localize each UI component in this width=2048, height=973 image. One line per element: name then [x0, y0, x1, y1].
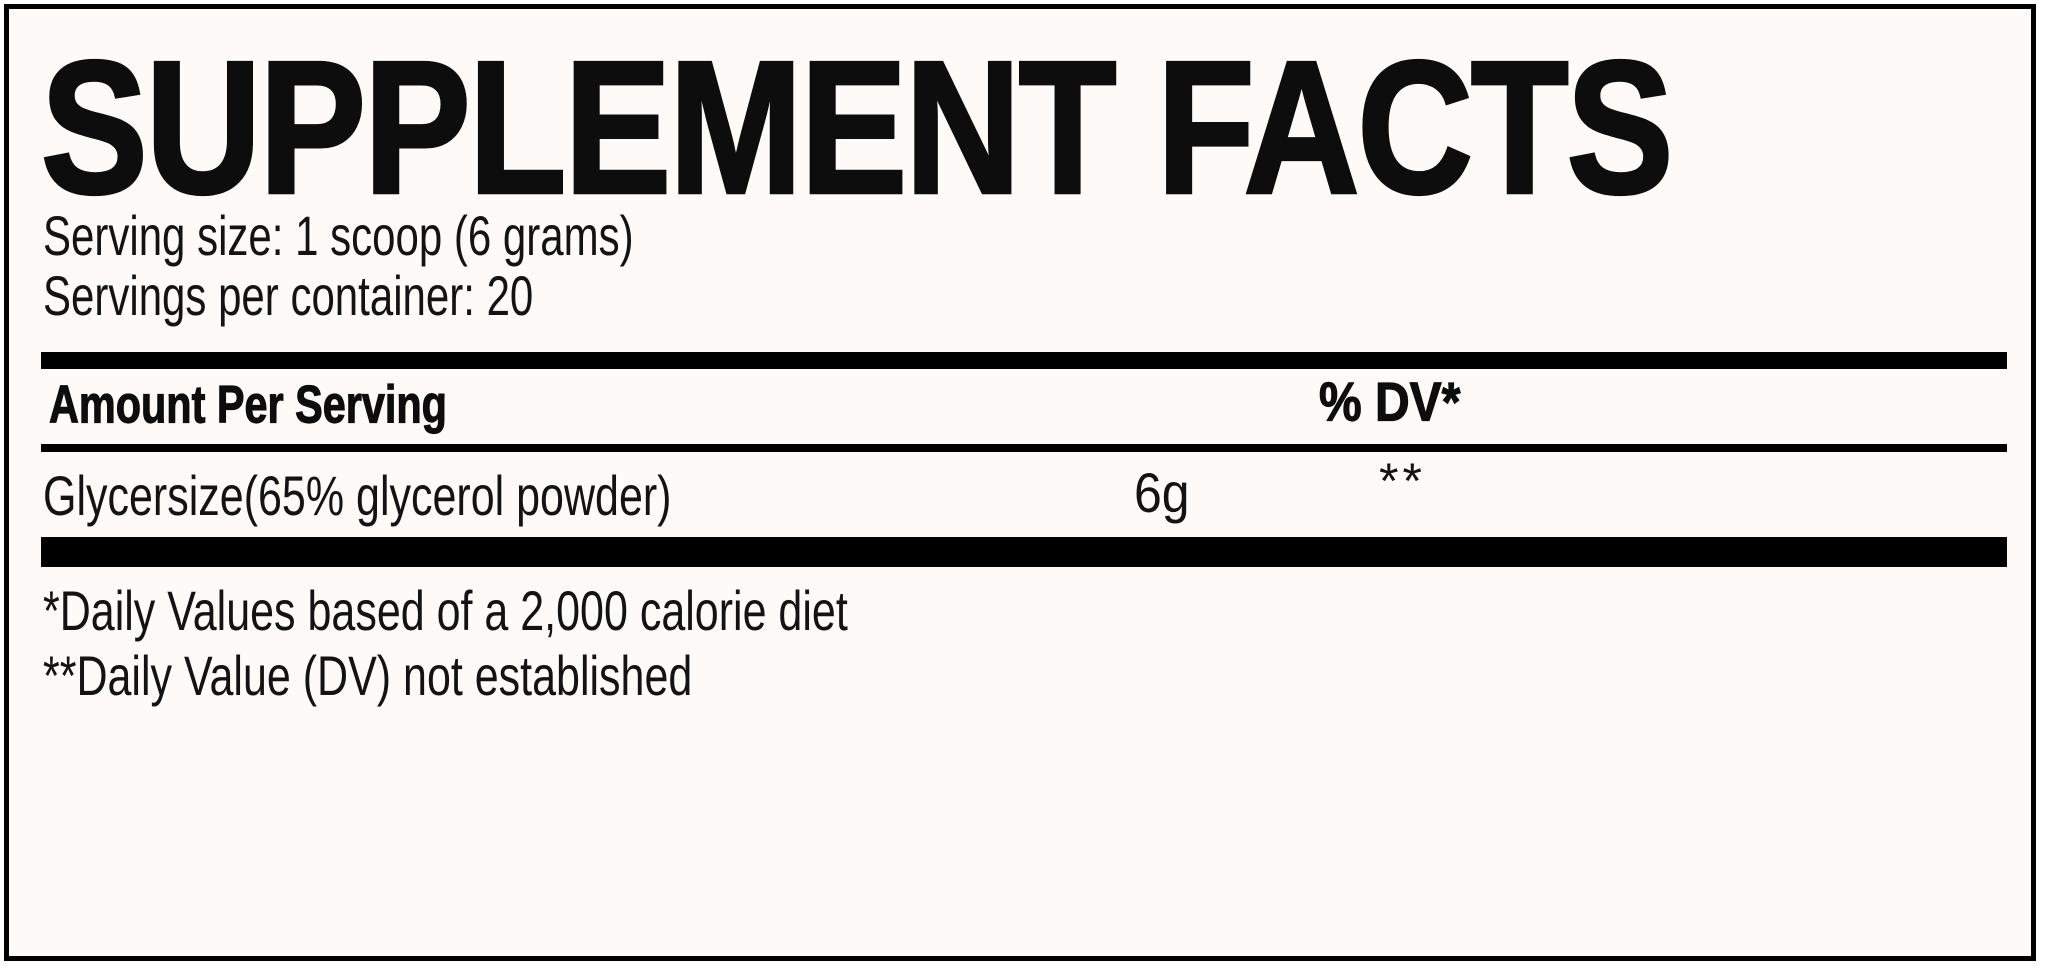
supplement-facts-panel: SUPPLEMENT FACTS Serving size: 1 scoop (… — [4, 4, 2036, 961]
servings-per-container-text: Servings per container: 20 — [43, 264, 534, 328]
daily-value-header: % DV* — [1318, 372, 1461, 434]
divider-medium — [41, 444, 2007, 452]
page-title: SUPPLEMENT FACTS — [40, 21, 1675, 233]
ingredient-amount: 6g — [1134, 461, 1190, 525]
footnote-daily-values: *Daily Values based of a 2,000 calorie d… — [43, 579, 848, 643]
amount-per-serving-header: Amount Per Serving — [49, 374, 448, 434]
divider-thick-bottom — [41, 537, 2007, 567]
serving-size-text: Serving size: 1 scoop (6 grams) — [43, 204, 634, 268]
footnote-dv-not-established: **Daily Value (DV) not established — [43, 644, 693, 708]
divider-thick-top — [41, 352, 2007, 369]
supplement-facts-content: SUPPLEMENT FACTS Serving size: 1 scoop (… — [39, 9, 2007, 956]
ingredient-name: Glycersize(65% glycerol powder) — [43, 464, 672, 528]
ingredient-daily-value: ** — [1379, 453, 1426, 509]
